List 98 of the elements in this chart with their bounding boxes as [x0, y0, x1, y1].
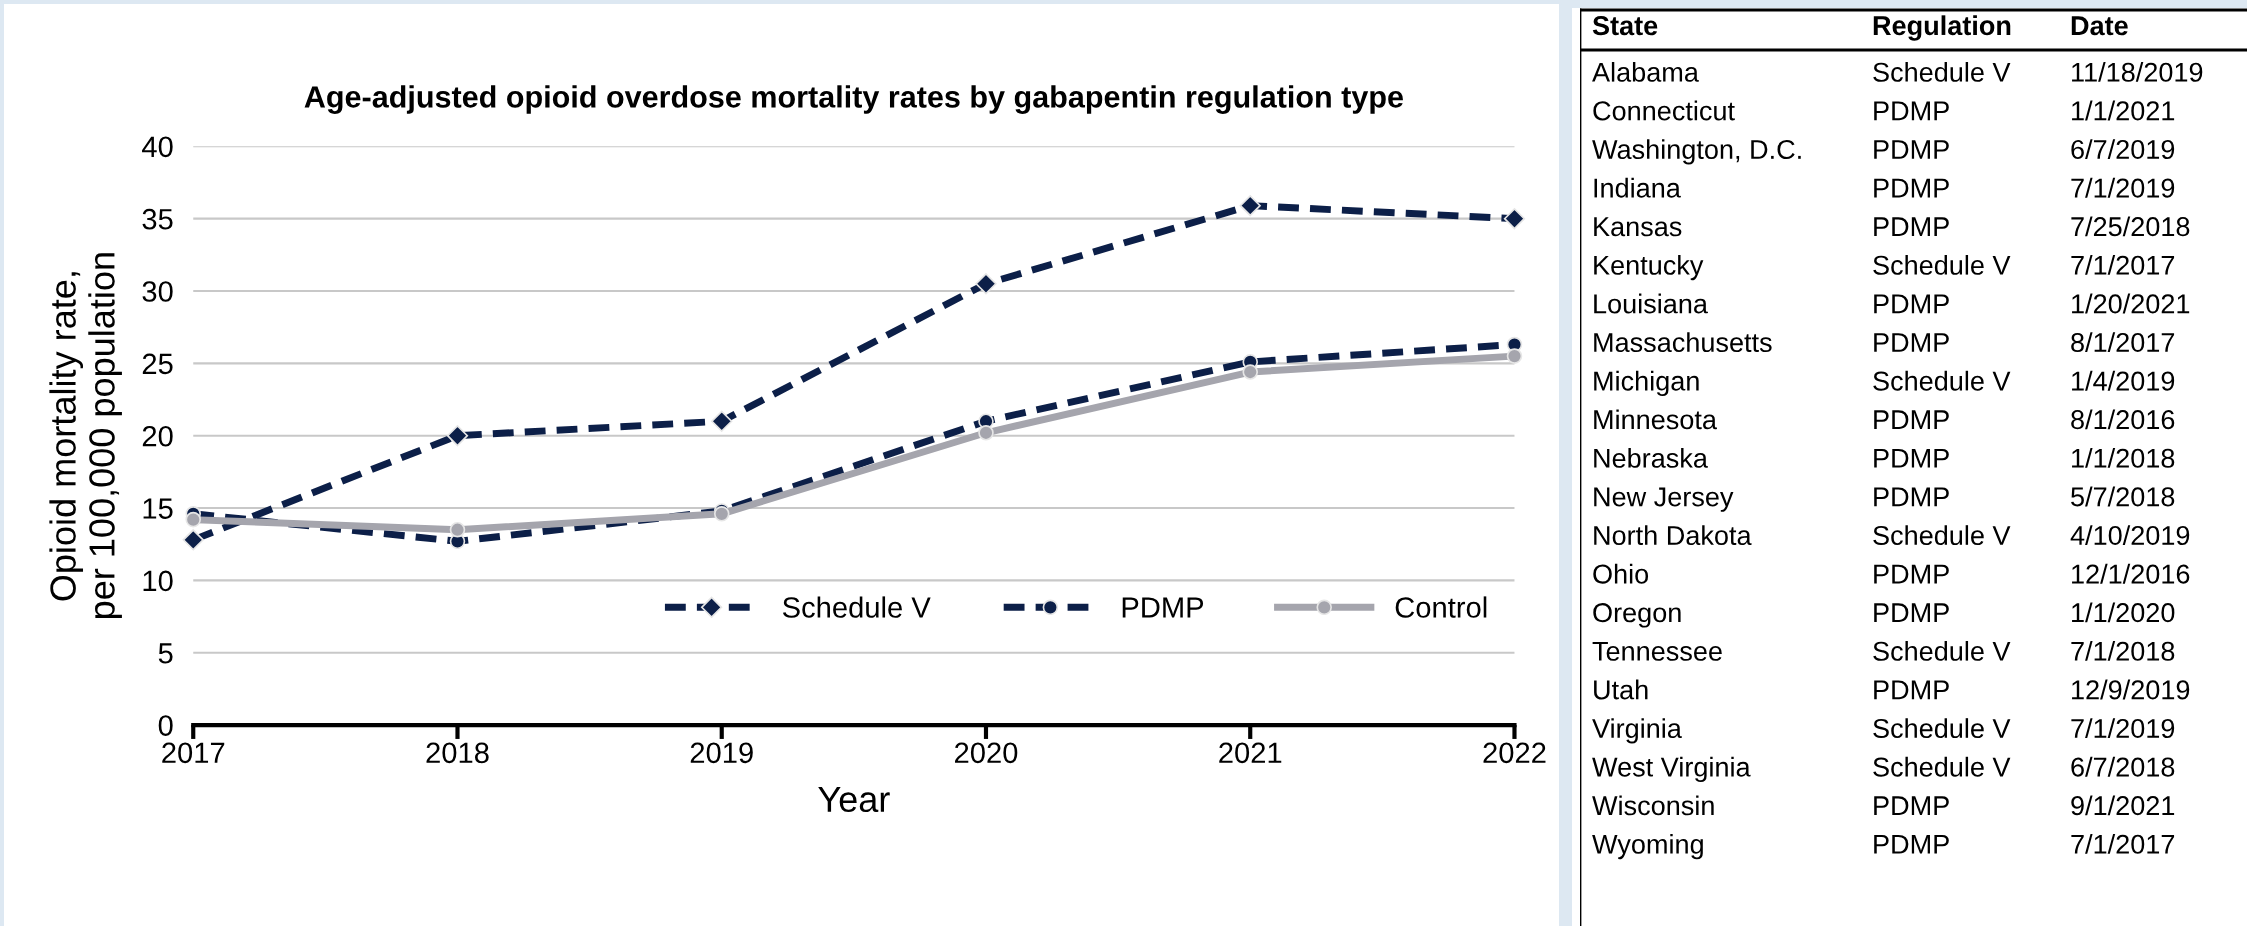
text: North Dakota: [1594, 525, 1752, 546]
text: 1/1/2021: [2072, 100, 2175, 121]
text: PDMP: [1874, 564, 1949, 584]
text: Schedule V: [1873, 370, 2011, 391]
y-tick-label: 30: [142, 281, 173, 302]
text: PDMP: [1874, 294, 1949, 314]
text: PDMP: [1874, 333, 1949, 352]
text: Virginia: [1592, 718, 1682, 744]
legend-label: PDMP: [1122, 597, 1204, 618]
point: [1503, 207, 1526, 230]
text: PDMP: [1874, 680, 1949, 700]
text: 8/1/2016: [2071, 409, 2175, 430]
y-tick-label: 5: [158, 643, 173, 664]
point: [446, 425, 469, 447]
text: Indiana: [1594, 177, 1681, 198]
text: Kansas: [1594, 217, 1682, 237]
text: PDMP: [1874, 178, 1949, 198]
text: Wisconsin: [1592, 795, 1714, 816]
text: 5/7/2018: [2071, 486, 2175, 507]
legend-label: Control: [1395, 596, 1487, 618]
y-tick-label: 25: [142, 353, 173, 375]
text: Washington, D.C.: [1592, 139, 1801, 165]
text: 6/7/2018: [2071, 756, 2175, 777]
text: 4/10/2019: [2070, 525, 2190, 546]
text: 7/1/2019: [2071, 718, 2175, 739]
text: Louisiana: [1594, 293, 1708, 314]
text: New Jersey: [1594, 487, 1734, 512]
y-tick-label: 20: [142, 425, 173, 447]
text: Utah: [1594, 679, 1648, 700]
point: [449, 521, 466, 538]
y-tick-label: 0: [158, 715, 173, 736]
text: 12/9/2019: [2072, 679, 2190, 700]
text: 1/1/2018: [2072, 447, 2175, 468]
x-tick-label: 2019: [690, 742, 753, 764]
text: Schedule V: [1873, 61, 2011, 82]
text: 6/7/2019: [2071, 139, 2175, 160]
text: Minnesota: [1594, 409, 1717, 430]
point: [1506, 348, 1523, 364]
text: State: [1592, 16, 1658, 36]
text: PDMP: [1874, 140, 1949, 159]
x-tick-label: 2020: [955, 742, 1018, 764]
text: 1/20/2021: [2072, 293, 2190, 314]
point: [978, 425, 994, 441]
point: [1239, 194, 1261, 217]
point: [182, 529, 204, 551]
text: 7/25/2018: [2071, 216, 2190, 237]
point: [1242, 364, 1259, 380]
text: Massachusetts: [1594, 332, 1772, 353]
text: PDMP: [1874, 448, 1949, 468]
text: 9/1/2021: [2071, 795, 2175, 816]
text: Nebraska: [1594, 447, 1708, 468]
text: Ohio: [1593, 563, 1649, 584]
point: [711, 410, 733, 432]
text: 7/1/2017: [2071, 833, 2175, 854]
y-tick-label: 15: [143, 498, 173, 519]
x-tick-label: 2017: [162, 742, 225, 764]
text: Tennessee: [1592, 641, 1722, 661]
text: Schedule V: [1873, 718, 2011, 739]
text: Schedule V: [1873, 254, 2011, 275]
text: Connecticut: [1593, 100, 1735, 121]
chart-title: Age-adjusted opioid overdose mortality rates by gabapentin regulation type: [304, 85, 1403, 114]
point: [975, 273, 997, 295]
y-tick-label: 35: [142, 208, 173, 230]
x-tick-label: 2018: [426, 742, 489, 764]
text: PDMP: [1874, 796, 1949, 815]
text: 7/1/2017: [2071, 254, 2175, 275]
text: 8/1/2017: [2071, 332, 2175, 353]
text: 12/1/2016: [2072, 563, 2190, 584]
text: 1/1/2020: [2072, 602, 2175, 623]
text: 7/1/2019: [2071, 177, 2175, 198]
x-tick-label: 2021: [1219, 742, 1282, 764]
text: Date: [2071, 16, 2128, 36]
x-axis-title: Year: [818, 786, 890, 813]
text: Wyoming: [1592, 833, 1703, 860]
text: PDMP: [1874, 487, 1949, 507]
text: PDMP: [1874, 410, 1949, 429]
text: 11/18/2019: [2072, 61, 2203, 82]
text: Schedule V: [1873, 525, 2011, 546]
text: 7/1/2018: [2071, 640, 2175, 661]
text: Schedule V: [1873, 640, 2011, 661]
text: Kentucky: [1594, 254, 1704, 281]
text: 1/4/2019: [2072, 370, 2175, 391]
text: Oregon: [1593, 603, 1681, 628]
text: West Virginia: [1592, 756, 1751, 783]
text: PDMP: [1874, 834, 1949, 854]
y-axis-title: Opioid mortality rate, per 100,000 population: [49, 253, 122, 619]
text: Schedule V: [1873, 756, 2011, 777]
x-tick-label: 2022: [1483, 742, 1546, 764]
text: PDMP: [1874, 101, 1949, 121]
text: Michigan: [1594, 370, 1699, 397]
point: [185, 511, 202, 528]
y-tick-label: 10: [143, 570, 173, 592]
legend-label: Schedule V: [782, 596, 931, 618]
text: PDMP: [1874, 603, 1949, 622]
text: PDMP: [1874, 217, 1949, 236]
text: Alabama: [1592, 61, 1699, 82]
y-tick-label: 40: [142, 136, 173, 158]
text: Regulation: [1873, 15, 2011, 41]
